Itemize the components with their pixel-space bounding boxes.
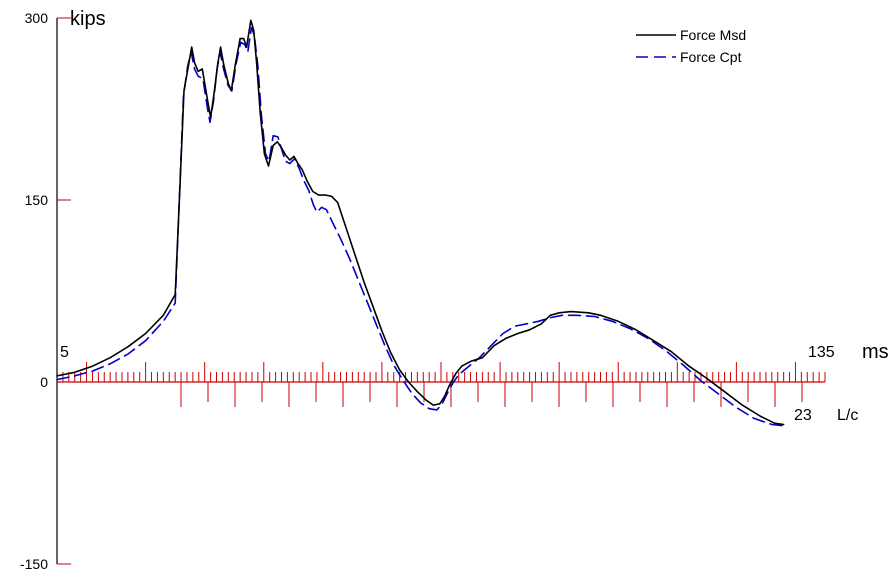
- series-force-cpt: [56, 26, 785, 427]
- x-start-label: 5: [60, 344, 69, 361]
- y-tick-label: 150: [25, 192, 49, 208]
- lc-end-label: 23: [794, 407, 812, 424]
- x-end-label: 135: [808, 344, 835, 361]
- y-tick-label: -150: [20, 556, 48, 572]
- time-ruler: [56, 362, 826, 407]
- y-tick-label: 0: [40, 374, 48, 390]
- y-tick-label: 300: [25, 10, 49, 26]
- series-group: [56, 19, 785, 427]
- lc-unit-label: L/c: [837, 407, 858, 424]
- x-unit-label: ms: [862, 341, 889, 363]
- legend-label-force-cpt: Force Cpt: [680, 49, 742, 65]
- y-axis: 300 150 0 -150: [20, 10, 71, 572]
- series-force-msd: [56, 19, 785, 426]
- legend-label-force-msd: Force Msd: [680, 27, 746, 43]
- legend: Force Msd Force Cpt: [636, 27, 746, 65]
- y-unit-label: kips: [70, 8, 106, 30]
